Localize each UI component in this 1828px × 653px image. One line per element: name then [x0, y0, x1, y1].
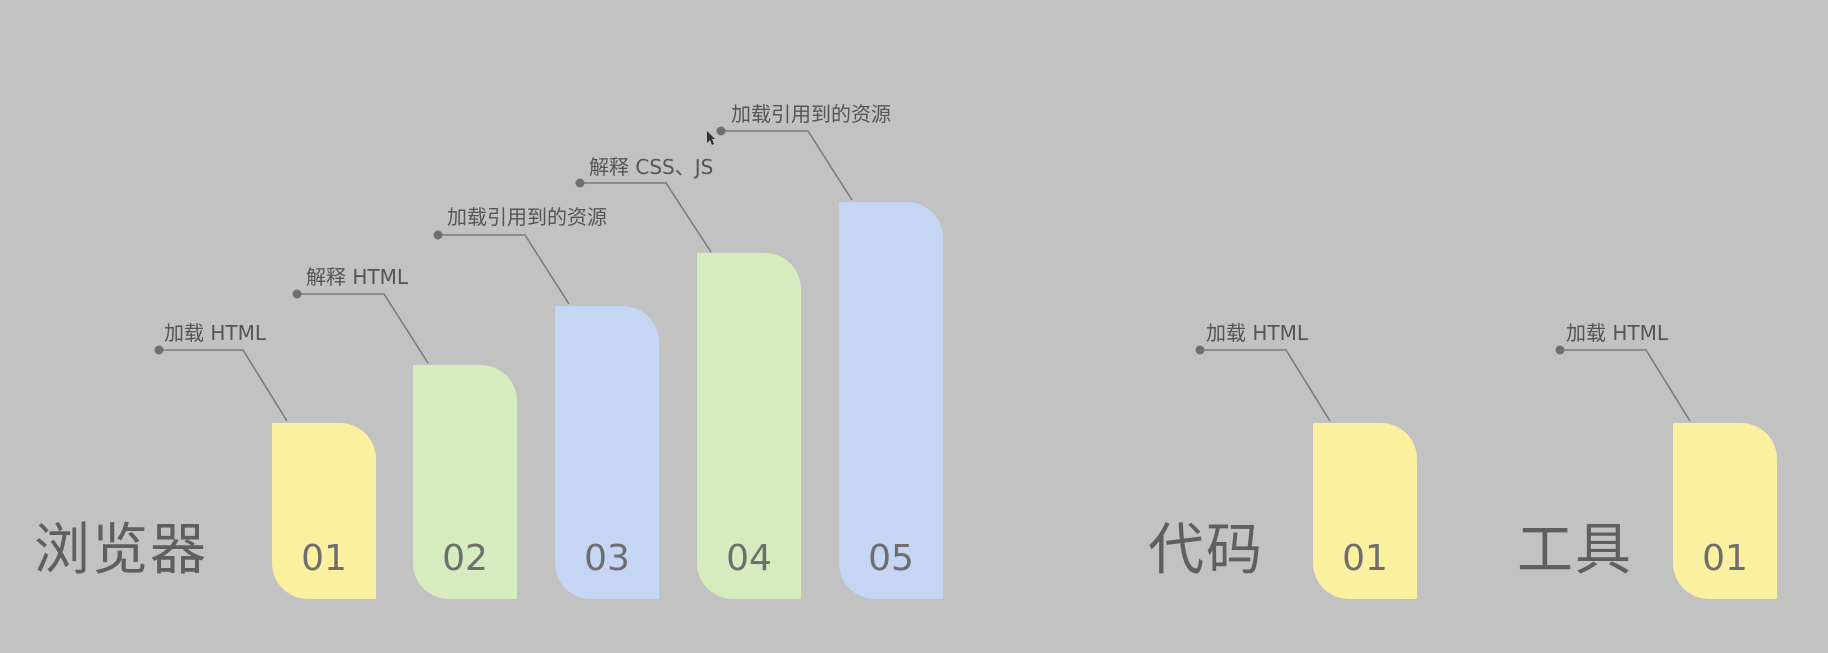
leader-line [1560, 349, 1691, 422]
leader-line [1200, 349, 1331, 422]
step-number: 01 [1702, 538, 1748, 579]
leader-line [580, 182, 712, 253]
step-bar-code-01: 01 [1313, 423, 1417, 599]
step-number: 02 [442, 538, 488, 579]
step-bar-browser-02: 02 [413, 365, 517, 599]
leader-line [438, 234, 570, 305]
callout-browser-01: 加载 HTML [164, 321, 267, 345]
leader-line [721, 130, 853, 201]
mouse-cursor-icon [707, 131, 715, 145]
callout-browser-05: 加载引用到的资源 [731, 102, 891, 126]
step-number: 05 [868, 538, 914, 579]
step-number: 03 [584, 538, 630, 579]
step-number: 01 [1342, 538, 1388, 579]
leader-dot [1555, 345, 1565, 355]
step-bar-tools-01: 01 [1673, 423, 1777, 599]
leader-line [159, 349, 288, 422]
step-bar-browser-03: 03 [555, 306, 659, 599]
leader-line [297, 293, 429, 364]
leader-dot [575, 178, 585, 188]
callout-browser-02: 解释 HTML [306, 265, 409, 289]
step-bar-browser-04: 04 [697, 253, 801, 599]
callout-code-01: 加载 HTML [1206, 321, 1309, 345]
leader-dot [716, 126, 726, 136]
callout-tools-01: 加载 HTML [1566, 321, 1669, 345]
group-label-code: 代码 [1148, 518, 1264, 583]
step-number: 04 [726, 538, 772, 579]
leader-dot [292, 289, 302, 299]
leader-dot [154, 345, 164, 355]
leader-dot [433, 230, 443, 240]
group-label-tools: 工具 [1517, 518, 1633, 583]
step-number: 01 [301, 538, 347, 579]
step-bar-browser-01: 01 [272, 423, 376, 599]
callout-browser-03: 加载引用到的资源 [447, 205, 607, 229]
leader-dot [1195, 345, 1205, 355]
group-label-browser: 浏览器 [34, 518, 208, 583]
step-bar-browser-05: 05 [839, 202, 943, 599]
callout-browser-04: 解释 CSS、JS [589, 155, 714, 179]
